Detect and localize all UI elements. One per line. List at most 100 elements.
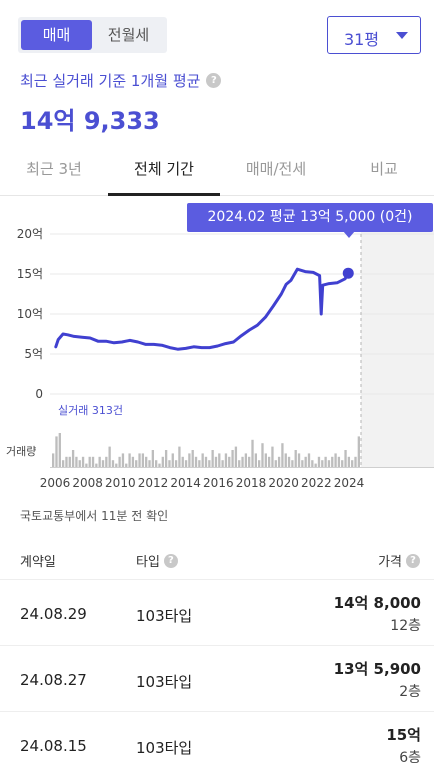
x-tick-label: 2010 [105,476,136,490]
volume-bar [231,450,234,467]
tab-recent-3-years[interactable]: 최근 3년 [26,160,82,178]
header-type-label: 타입 [136,555,160,570]
floor: 6층 [399,750,421,766]
y-tick-label: 15억 [17,267,43,281]
volume-bar [68,456,71,467]
volume-bar [118,456,121,467]
volume-bar [281,443,284,467]
volume-bar [201,453,204,467]
volume-bar [271,446,274,467]
volume-bar [261,443,264,467]
volume-bar [357,436,360,467]
header-price: 가격? [378,551,420,570]
volume-bar [178,446,181,467]
volume-bar [52,453,55,467]
volume-bar [294,450,297,467]
volume-bar [78,460,81,467]
volume-bar [238,460,241,467]
sale-toggle-button[interactable]: 매매 [21,20,92,50]
trade-type-toggle: 매매 전월세 [18,17,167,53]
volume-bar [58,433,61,467]
help-icon[interactable]: ? [163,553,178,568]
help-icon[interactable]: ? [406,553,420,568]
volume-bar [337,456,341,467]
volume-bar [105,456,108,467]
volume-bar [251,439,254,467]
volume-bar [221,460,224,467]
volume-bar [168,460,171,467]
header-date-label: 계약일 [20,555,56,570]
floor: 12층 [390,618,421,634]
x-tick-label: 2024 [334,476,365,490]
volume-bar [311,460,314,467]
y-tick-label: 20억 [17,227,43,241]
y-tick-label: 0 [35,387,43,401]
y-tick-label: 10억 [17,307,43,321]
volume-bar [347,456,351,467]
volume-label: 거래량 [6,445,37,458]
volume-bar [297,453,301,467]
source-note: 국토교통부에서 11분 전 확인 [20,509,169,523]
volume-bar [81,456,85,467]
volume-bar [324,456,327,467]
volume-bar [111,460,115,467]
volume-bar [284,453,287,467]
tab-compare[interactable]: 비교 [370,160,398,178]
volume-bar [214,456,218,467]
tab-all-period[interactable]: 전체 기간 [134,160,194,178]
volume-bar [264,453,267,467]
price-chart[interactable]: 20억 15억 10억 5억 0 2006 2008 2010 2012 2014 2016 2018… [0,198,434,498]
volume-bar [248,456,251,467]
volume-bar [131,456,135,467]
volume-bar [125,463,128,467]
table-row[interactable]: 24.08.29 103타입 14억 8,000 12층 [0,580,434,646]
header-type: 타입? [136,551,178,570]
volume-bar [101,460,105,467]
x-tick-label: 2016 [203,476,234,490]
help-icon[interactable]: ? [206,73,222,88]
table-row[interactable]: 24.08.27 103타입 13억 5,900 2층 [0,646,434,712]
volume-bar [121,453,125,467]
volume-bar [55,436,58,467]
volume-bar [254,453,257,467]
volume-bar [244,453,248,467]
volume-bar [317,456,321,467]
price: 15억 [386,726,421,744]
volume-bar [291,460,294,467]
header-price-label: 가격 [378,555,402,570]
volume-bar [241,456,244,467]
lease-toggle-button[interactable]: 전월세 [107,26,150,44]
unit-type: 103타입 [136,739,193,757]
volume-bar [327,460,331,467]
average-label: 최근 실거래 기준 1개월 평균 ? [20,70,222,91]
contract-date: 24.08.27 [20,671,87,689]
volume-bar [145,456,148,467]
volume-bar [174,460,178,467]
period-tabs: 최근 3년 전체 기간 매매/전세 비교 [0,148,434,196]
contract-date: 24.08.29 [20,605,87,623]
future-band [361,230,434,468]
volume-bar [341,460,344,467]
tab-sale-lease[interactable]: 매매/전세 [245,160,307,178]
area-select[interactable]: 31평 [327,16,421,54]
current-point [342,267,354,279]
volume-bar [95,463,98,467]
volume-bar [158,463,161,467]
volume-bar [274,460,277,467]
volume-bar [191,450,194,467]
volume-bar [98,456,101,467]
volume-bar [71,450,75,467]
volume-bar [334,453,337,467]
volume-bar [164,450,168,467]
volume-bar [108,446,111,467]
table-row[interactable]: 24.08.15 103타입 15억 6층 [0,712,434,767]
volume-bar [211,450,214,467]
volume-bar [344,450,347,467]
volume-bar [75,456,78,467]
active-tab-indicator [108,193,220,196]
unit-type: 103타입 [136,607,193,625]
volume-bar [88,456,91,467]
volume-bar [128,453,131,467]
volume-bar [307,453,311,467]
volume-bar [301,460,304,467]
